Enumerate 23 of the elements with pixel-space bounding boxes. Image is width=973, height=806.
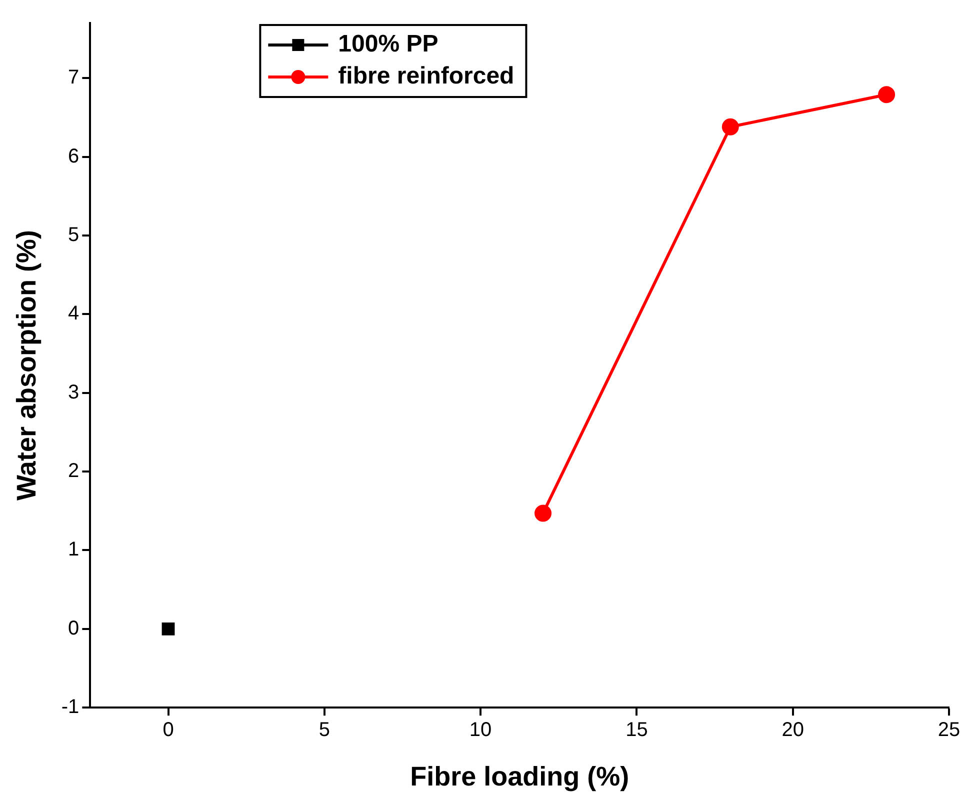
y-tick-label: 2	[68, 460, 80, 482]
x-tick-label: 20	[782, 719, 804, 742]
y-tick-label: -1	[61, 696, 80, 718]
x-tick-label: 5	[318, 719, 330, 742]
x-tick-label: 25	[938, 719, 960, 742]
x-tick-label: 10	[469, 719, 492, 742]
x-tick-label: 15	[626, 719, 648, 742]
x-axis-title: Fibre loading (%)	[410, 761, 630, 792]
y-tick-label: 7	[68, 66, 80, 89]
y-tick-label: 4	[68, 302, 80, 325]
y-axis-title: Water absorption (%)	[12, 230, 42, 501]
y-tick-label: 1	[68, 538, 80, 561]
y-tick-label: 0	[68, 617, 80, 640]
y-tick-label: 6	[68, 145, 80, 168]
y-tick-label: 5	[68, 224, 80, 246]
point	[534, 504, 552, 522]
legend-label: fibre reinforced	[338, 62, 514, 90]
x-tick-label: 0	[162, 719, 174, 742]
y-tick-label: 3	[68, 381, 80, 404]
point	[878, 86, 896, 104]
point	[722, 118, 739, 136]
point	[162, 622, 175, 636]
legend-label: 100% PP	[338, 30, 438, 58]
